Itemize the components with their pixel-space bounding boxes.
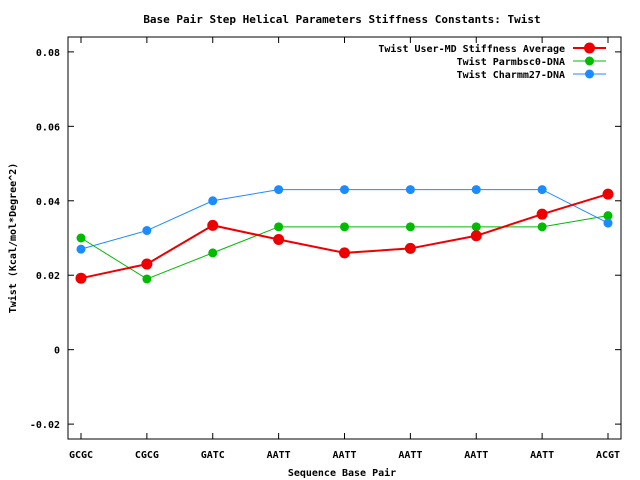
x-tick-label: AATT	[267, 450, 291, 461]
data-point	[471, 185, 481, 195]
legend-label: Twist User-MD Stiffness Average	[378, 43, 565, 55]
data-point	[602, 188, 614, 200]
x-tick-label: CGCG	[135, 450, 159, 461]
data-point	[208, 248, 218, 258]
data-point	[603, 218, 613, 228]
data-point	[142, 226, 152, 236]
data-point	[76, 233, 86, 243]
data-point	[603, 211, 613, 221]
data-point	[405, 222, 415, 232]
x-tick-label: GATC	[201, 450, 225, 461]
y-tick-label: -0.02	[30, 420, 60, 431]
data-point	[75, 272, 87, 284]
data-point	[339, 247, 350, 259]
data-point	[340, 185, 349, 195]
data-point	[207, 219, 219, 231]
data-point	[404, 242, 416, 254]
data-point	[537, 222, 547, 232]
data-point	[340, 222, 349, 232]
data-point	[141, 258, 153, 270]
data-point	[537, 185, 547, 195]
series-twist-parmbsc0-dna	[76, 211, 613, 284]
x-tick-label: AATT	[332, 450, 356, 461]
y-tick-label: 0.06	[36, 122, 60, 133]
data-point	[405, 185, 415, 195]
data-point	[274, 222, 284, 232]
data-point	[142, 274, 152, 284]
x-axis: GCGC CGCG GATC AATT AATT AATT AATT AATT ACGT	[69, 37, 620, 461]
legend-marker	[585, 56, 594, 66]
y-tick-label: 0.08	[36, 48, 60, 59]
data-point	[273, 233, 285, 245]
legend-marker	[585, 69, 594, 79]
legend-marker	[584, 42, 595, 54]
data-point	[536, 208, 548, 220]
plot-frame	[67, 36, 622, 440]
series-layer	[75, 185, 614, 284]
y-tick-label: 0	[54, 346, 60, 357]
x-tick-label: ACGT	[596, 450, 620, 461]
data-point	[76, 244, 86, 254]
legend-label: Twist Parmbsc0-DNA	[457, 56, 565, 68]
legend-label: Twist Charmm27-DNA	[457, 69, 565, 81]
series-line	[80, 193, 609, 280]
x-tick-label: AATT	[398, 450, 422, 461]
x-axis-label: Sequence Base Pair	[288, 467, 396, 479]
series-twist-user-md-stiffness-average	[75, 188, 614, 284]
data-point	[274, 185, 284, 195]
y-axis: -0.02 0 0.02 0.04 0.06 0.08	[30, 48, 621, 431]
data-point	[470, 230, 482, 242]
x-tick-label: GCGC	[69, 450, 93, 461]
x-tick-label: AATT	[464, 450, 488, 461]
y-tick-label: 0.04	[36, 197, 60, 208]
y-tick-label: 0.02	[36, 271, 60, 282]
y-axis-label: Twist (Kcal/mol*Degree^2)	[7, 163, 19, 314]
data-point	[471, 222, 481, 232]
x-tick-label: AATT	[530, 450, 554, 461]
data-point	[208, 196, 218, 206]
chart-title: Base Pair Step Helical Parameters Stiffn…	[143, 13, 540, 26]
series-twist-charmm27-dna	[76, 185, 613, 254]
